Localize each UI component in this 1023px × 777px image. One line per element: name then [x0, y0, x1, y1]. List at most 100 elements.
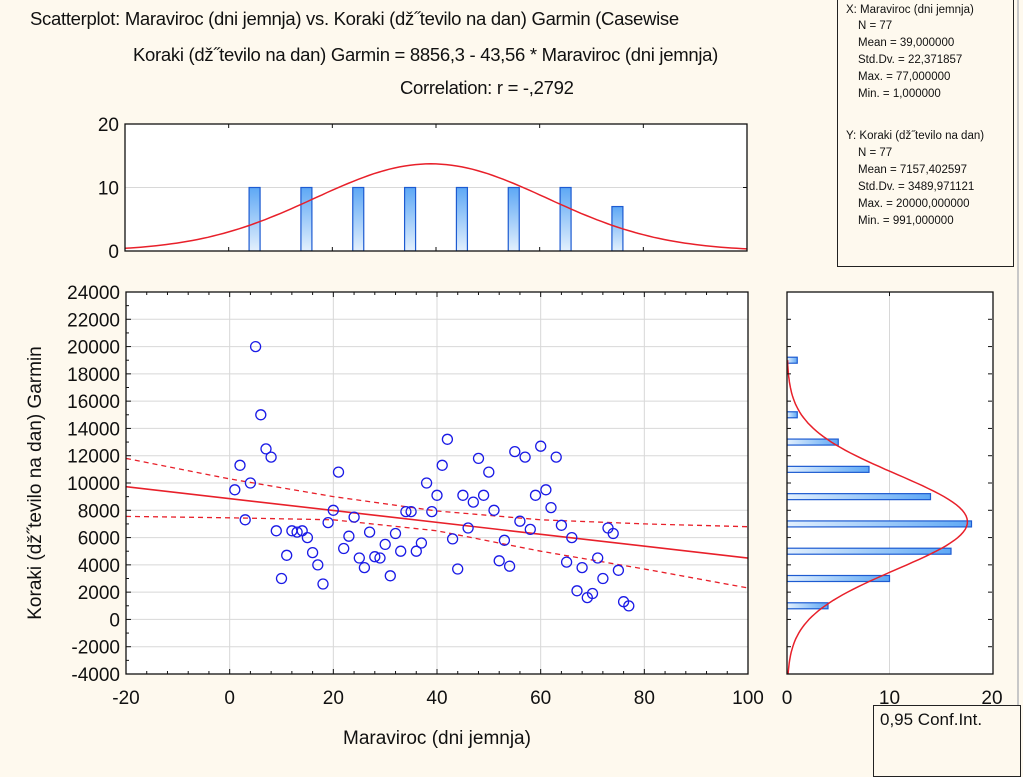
- scatter-point: [509, 445, 521, 458]
- scatter-point: [550, 451, 562, 463]
- scatter-point: [441, 433, 454, 445]
- regression-equation: Koraki (dž˝tevilo na dan) Garmin = 8856,…: [133, 44, 718, 65]
- scatter-point: [483, 466, 495, 478]
- y-tick-label: 20000: [67, 338, 120, 359]
- scatter-point: [244, 477, 257, 489]
- legend-box: 0,95 Conf.Int.: [873, 705, 1021, 777]
- scatter-point: [420, 477, 433, 489]
- y-histogram-bar: [787, 438, 839, 446]
- scatter-point: [275, 572, 288, 585]
- scatter-point: [519, 451, 531, 463]
- scatter-point: [555, 519, 568, 531]
- y-tick-label: 14000: [67, 419, 120, 440]
- scatter-point: [260, 443, 272, 455]
- x-tick-label: 0: [224, 688, 235, 709]
- x-histogram-bar: [455, 186, 469, 251]
- scatter-point: [291, 526, 303, 538]
- scatter-point: [467, 496, 479, 508]
- y-stats-header: Y: Koraki (dž˝tevilo na dan): [846, 130, 985, 142]
- y-stat-min: Min. = 991,000000: [858, 215, 954, 227]
- scatter-point: [400, 505, 412, 518]
- descriptive-stats-box: X: Maraviroc (dni jemnja) N = 77 Mean = …: [837, 0, 1014, 267]
- scatter-point: [255, 409, 267, 421]
- y-histogram-bar: [787, 411, 798, 419]
- y-axis-title: Koraki (dž˝tevilo na dan) Garmin: [25, 346, 46, 620]
- chart-title: Scatterplot: Maraviroc (dni jemnja) vs. …: [30, 8, 679, 29]
- scatter-point: [503, 560, 516, 572]
- y-tick-label: 4000: [78, 556, 120, 577]
- scatter-point: [229, 484, 241, 496]
- x-histogram-bar: [352, 186, 365, 251]
- scatter-point: [477, 489, 490, 501]
- scatter-point: [457, 489, 469, 501]
- x-histogram-bar: [300, 186, 313, 251]
- scatter-point: [524, 523, 536, 536]
- scatter-point: [343, 530, 355, 542]
- scatter-point: [395, 545, 407, 557]
- legend-conf-int-label: 0,95 Conf.Int.: [880, 710, 983, 729]
- scatter-point: [488, 504, 500, 516]
- x-stat-sd: Std.Dv. = 22,371857: [858, 54, 963, 66]
- scatter-point: [446, 533, 459, 545]
- y-histogram-bar: [787, 520, 973, 528]
- y-tick-label: 16000: [67, 392, 120, 413]
- x-stat-n: N = 77: [858, 20, 893, 32]
- y-tick-label: 10: [98, 179, 119, 200]
- y-tick-label: 22000: [67, 310, 120, 331]
- y-tick-label: 10000: [67, 474, 120, 495]
- y-tick-label: 0: [109, 610, 120, 631]
- scatter-point: [384, 570, 396, 582]
- y-tick-label: 20: [98, 115, 119, 136]
- x-histogram-bar: [248, 186, 261, 251]
- scatter-point: [498, 534, 511, 546]
- y-tick-label: 0: [108, 242, 119, 263]
- scatter-point: [363, 526, 376, 538]
- scatter-point: [529, 489, 542, 501]
- x-histogram: 20 10 0: [98, 115, 748, 263]
- y-tick-label: 8000: [78, 501, 120, 522]
- scatter-point: [545, 501, 557, 514]
- scatter-point: [379, 538, 391, 551]
- scatter-point: [281, 549, 293, 561]
- y-tick-label: 24000: [67, 283, 120, 304]
- scatter-point: [612, 564, 625, 576]
- scatter-point: [234, 459, 246, 471]
- y-stat-mean: Mean = 7157,402597: [858, 164, 968, 176]
- scatter-point: [493, 555, 505, 567]
- y-stat-n: N = 77: [858, 147, 893, 159]
- scatter-point: [571, 585, 583, 597]
- scatter-point: [301, 531, 314, 544]
- x-histogram-bar: [507, 186, 520, 251]
- x-tick-label: 20: [323, 688, 344, 709]
- x-tick-label: -20: [112, 688, 139, 709]
- scatter-point: [540, 484, 552, 496]
- scatter-point: [405, 505, 417, 518]
- x-tick-label: 10: [879, 688, 900, 709]
- x-stats-header: X: Maraviroc (dni jemnja): [846, 4, 974, 16]
- x-tick-label: 40: [426, 688, 447, 709]
- y-histogram-bar: [787, 356, 798, 364]
- y-tick-label: 18000: [67, 365, 120, 386]
- correlation-text: Correlation: r = -,2792: [400, 77, 574, 98]
- y-normal-curve: [787, 360, 969, 674]
- x-tick-label: 0: [782, 688, 793, 709]
- scatter-point: [560, 556, 573, 568]
- y-tick-label: -4000: [71, 665, 120, 686]
- scatter-point: [265, 451, 277, 463]
- scatter-point: [607, 527, 619, 540]
- x-tick-label: 60: [530, 688, 551, 709]
- scatter-point: [353, 552, 365, 564]
- main-scatter: 2400022000200001800016000140001200010000…: [25, 283, 764, 749]
- scatter-point: [358, 561, 371, 574]
- x-stat-min: Min. = 1,000000: [858, 88, 941, 100]
- scatter-point: [410, 545, 422, 557]
- scatter-point: [389, 527, 402, 540]
- y-tick-label: 6000: [78, 529, 120, 550]
- scatter-point: [270, 525, 282, 537]
- scatter-point: [623, 600, 635, 612]
- y-histogram-bar: [787, 547, 952, 555]
- scatter-point: [415, 537, 428, 549]
- scatter-point: [576, 561, 588, 574]
- scatter-point: [306, 546, 319, 559]
- y-stat-max: Max. = 20000,000000: [858, 198, 970, 210]
